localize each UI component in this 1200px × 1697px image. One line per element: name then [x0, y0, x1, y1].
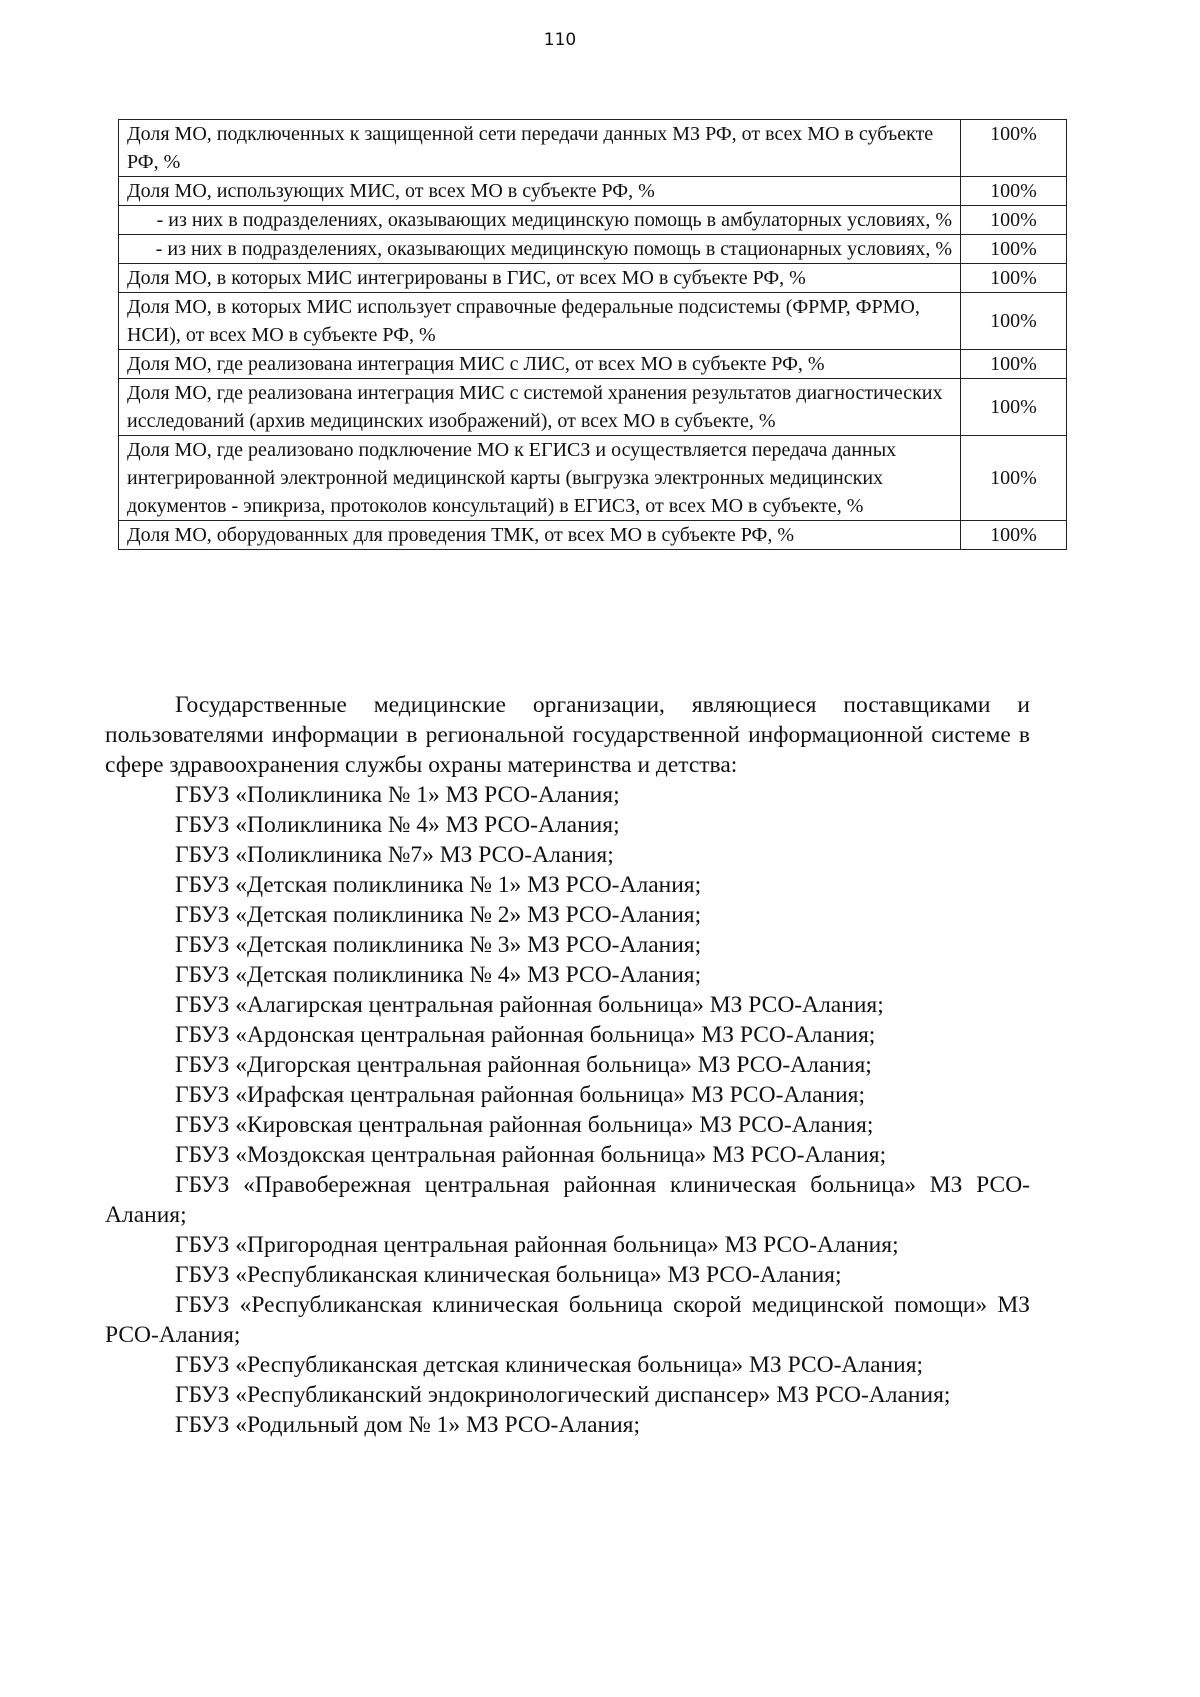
organization-item: ГБУЗ «Ирафская центральная районная боль… [175, 1082, 866, 1108]
organization-item: ГБУЗ «Республиканская клиническая больни… [175, 1262, 842, 1288]
indicator-name: Доля МО, в которых МИС использует справо… [118, 292, 961, 350]
indicator-value: 100% [960, 263, 1067, 293]
indicator-name: Доля МО, оборудованных для проведения ТМ… [118, 520, 961, 550]
table-row: Доля МО, где реализована интеграция МИС … [118, 378, 1067, 436]
page-number: 110 [543, 30, 577, 50]
table-row: Доля МО, где реализовано подключение МО … [118, 435, 1067, 521]
indicator-name: - из них в подразделениях, оказывающих м… [118, 205, 961, 235]
table-row: Доля МО, использующих МИС, от всех МО в … [118, 176, 1067, 206]
intro-paragraph: Государственные медицинские организации,… [105, 692, 1030, 778]
organization-item: ГБУЗ «Детская поликлиника № 4» МЗ РСО-Ал… [175, 962, 702, 988]
organization-item: ГБУЗ «Детская поликлиника № 3» МЗ РСО-Ал… [175, 932, 702, 958]
indicator-value: 100% [960, 176, 1067, 206]
organization-item: ГБУЗ «Республиканская клиническая больни… [105, 1292, 1030, 1348]
indicators-table: Доля МО, подключенных к защищенной сети … [118, 119, 1067, 550]
indicator-name: Доля МО, где реализовано подключение МО … [118, 435, 961, 521]
organization-item: ГБУЗ «Детская поликлиника № 2» МЗ РСО-Ал… [175, 902, 702, 928]
table-row: Доля МО, подключенных к защищенной сети … [118, 119, 1067, 177]
organization-item: ГБУЗ «Правобережная центральная районная… [105, 1172, 1030, 1228]
indicator-value: 100% [960, 435, 1067, 521]
table-row: Доля МО, в которых МИС использует справо… [118, 292, 1067, 350]
indicator-name: Доля МО, в которых МИС интегрированы в Г… [118, 263, 961, 293]
indicator-value: 100% [960, 205, 1067, 235]
document-body: Государственные медицинские организации,… [105, 690, 1030, 1440]
organization-item: ГБУЗ «Родильный дом № 1» МЗ РСО-Алания; [175, 1412, 640, 1438]
table-row: Доля МО, оборудованных для проведения ТМ… [118, 520, 1067, 550]
indicator-value: 100% [960, 234, 1067, 264]
indicator-name: Доля МО, использующих МИС, от всех МО в … [118, 176, 961, 206]
table-row: Доля МО, в которых МИС интегрированы в Г… [118, 263, 1067, 293]
organization-item: ГБУЗ «Кировская центральная районная бол… [175, 1112, 874, 1138]
organization-item: ГБУЗ «Дигорская центральная районная бол… [175, 1052, 872, 1078]
organization-item: ГБУЗ «Республиканский эндокринологически… [175, 1382, 951, 1408]
table-row: Доля МО, где реализована интеграция МИС … [118, 349, 1067, 379]
organization-item: ГБУЗ «Алагирская центральная районная бо… [175, 992, 884, 1018]
organization-item: ГБУЗ «Республиканская детская клиническа… [175, 1352, 924, 1378]
indicator-value: 100% [960, 378, 1067, 436]
indicator-value: 100% [960, 349, 1067, 379]
organizations-list: ГБУЗ «Поликлиника № 1» МЗ РСО-Алания; ГБУ… [105, 780, 1030, 1440]
organization-item: ГБУЗ «Пригородная центральная районная б… [175, 1232, 899, 1258]
indicator-name: - из них в подразделениях, оказывающих м… [118, 234, 961, 264]
indicator-value: 100% [960, 520, 1067, 550]
organization-item: ГБУЗ «Поликлиника № 1» МЗ РСО-Алания; [175, 782, 620, 808]
organization-item: ГБУЗ «Детская поликлиника № 1» МЗ РСО-Ал… [175, 872, 702, 898]
table-row: - из них в подразделениях, оказывающих м… [118, 234, 1067, 264]
indicator-value: 100% [960, 292, 1067, 350]
organization-item: ГБУЗ «Поликлиника № 4» МЗ РСО-Алания; [175, 812, 620, 838]
table-row: - из них в подразделениях, оказывающих м… [118, 205, 1067, 235]
organization-item: ГБУЗ «Поликлиника №7» МЗ РСО-Алания; [175, 842, 614, 868]
indicator-name: Доля МО, подключенных к защищенной сети … [118, 119, 961, 177]
organization-item: ГБУЗ «Ардонская центральная районная бол… [175, 1022, 876, 1048]
indicator-value: 100% [960, 119, 1067, 177]
organization-item: ГБУЗ «Моздокская центральная районная бо… [175, 1142, 887, 1168]
indicator-name: Доля МО, где реализована интеграция МИС … [118, 349, 961, 379]
indicator-name: Доля МО, где реализована интеграция МИС … [118, 378, 961, 436]
